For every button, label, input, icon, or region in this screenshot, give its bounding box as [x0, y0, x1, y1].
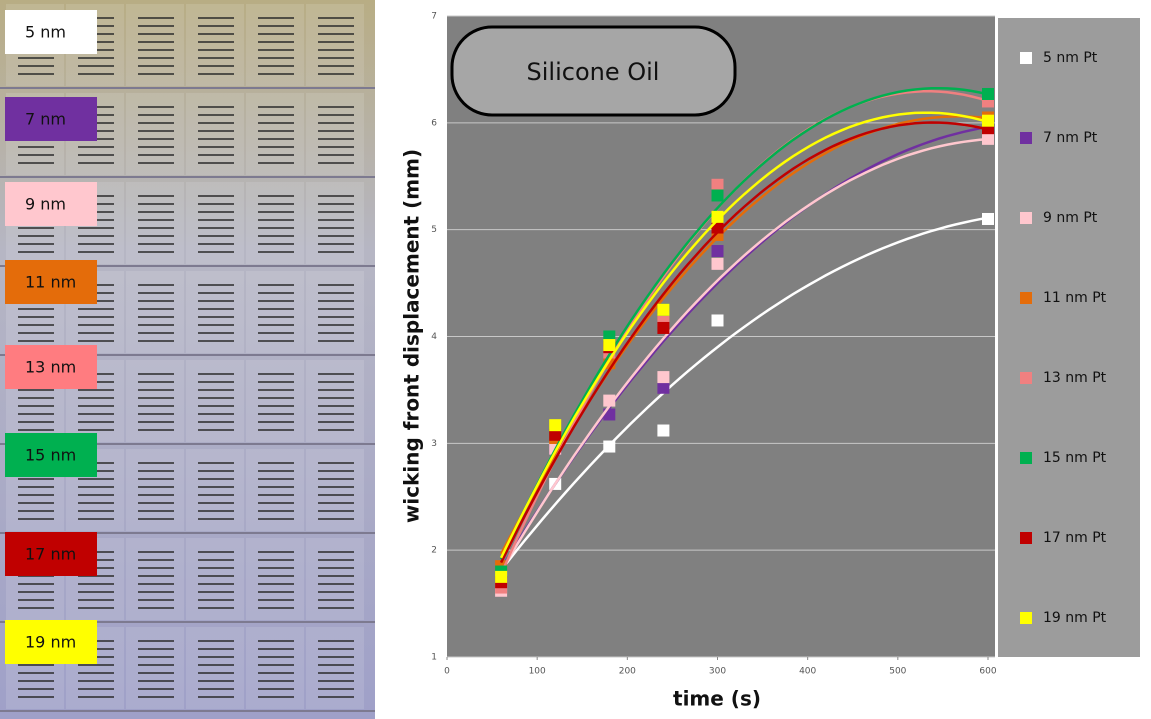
photo-label: 5 nm: [25, 23, 66, 42]
legend-marker: [1020, 532, 1032, 544]
data-point: [712, 189, 724, 201]
data-point: [712, 314, 724, 326]
data-point: [657, 371, 669, 383]
y-axis-label: wicking front displacement (mm): [400, 149, 424, 523]
photo-label: 17 nm: [25, 545, 76, 564]
y-tick-label: 6: [431, 118, 437, 128]
photo-label: 19 nm: [25, 633, 76, 652]
data-point: [657, 322, 669, 334]
legend-panel: [998, 18, 1140, 657]
y-tick-label: 4: [431, 332, 437, 342]
y-tick-label: 5: [431, 225, 437, 235]
legend-marker: [1020, 612, 1032, 624]
legend-label: 9 nm Pt: [1043, 210, 1098, 226]
page: 5 nm 7 nm 9 nm 11 nm 13 nm 15 nm 17 nm 19 nm Si…: [0, 0, 1151, 719]
data-point: [712, 211, 724, 223]
data-point: [982, 115, 994, 127]
x-tick-label: 200: [619, 667, 636, 677]
legend-label: 11 nm Pt: [1043, 290, 1107, 306]
data-point: [982, 88, 994, 100]
x-axis-label: time (s): [673, 687, 761, 711]
legend-marker: [1020, 452, 1032, 464]
photo-label: 11 nm: [25, 273, 76, 292]
x-tick-label: 500: [889, 667, 906, 677]
photo-label: 15 nm: [25, 446, 76, 465]
data-point: [603, 395, 615, 407]
legend-marker: [1020, 132, 1032, 144]
legend-label: 19 nm Pt: [1043, 610, 1107, 626]
photo-label: 13 nm: [25, 358, 76, 377]
annotation: Silicone Oil: [527, 58, 660, 86]
x-tick-label: 100: [529, 667, 546, 677]
data-point: [712, 179, 724, 191]
photo-label: 9 nm: [25, 195, 66, 214]
y-tick-label: 7: [431, 12, 437, 22]
data-point: [657, 304, 669, 316]
data-point: [712, 258, 724, 270]
x-tick-label: 300: [709, 667, 726, 677]
x-tick-label: 400: [799, 667, 816, 677]
y-tick-label: 3: [431, 439, 437, 449]
data-point: [712, 245, 724, 257]
data-point: [495, 571, 507, 583]
legend-marker: [1020, 52, 1032, 64]
figure: 5 nm 7 nm 9 nm 11 nm 13 nm 15 nm 17 nm 19 nm Si…: [0, 0, 1151, 719]
y-tick-label: 2: [431, 546, 437, 556]
legend-marker: [1020, 292, 1032, 304]
x-tick-label: 0: [444, 667, 450, 677]
x-tick-label: 600: [979, 667, 996, 677]
legend-label: 13 nm Pt: [1043, 370, 1107, 386]
y-tick-label: 1: [431, 653, 437, 663]
data-point: [603, 339, 615, 351]
legend-marker: [1020, 372, 1032, 384]
legend-label: 7 nm Pt: [1043, 130, 1098, 146]
data-point: [982, 133, 994, 145]
data-point: [657, 425, 669, 437]
photo-label: 7 nm: [25, 110, 66, 129]
data-point: [982, 213, 994, 225]
legend-label: 15 nm Pt: [1043, 450, 1107, 466]
legend-label: 17 nm Pt: [1043, 530, 1107, 546]
data-point: [603, 441, 615, 453]
data-point: [657, 382, 669, 394]
data-point: [549, 419, 561, 431]
legend-label: 5 nm Pt: [1043, 50, 1098, 66]
legend-marker: [1020, 212, 1032, 224]
